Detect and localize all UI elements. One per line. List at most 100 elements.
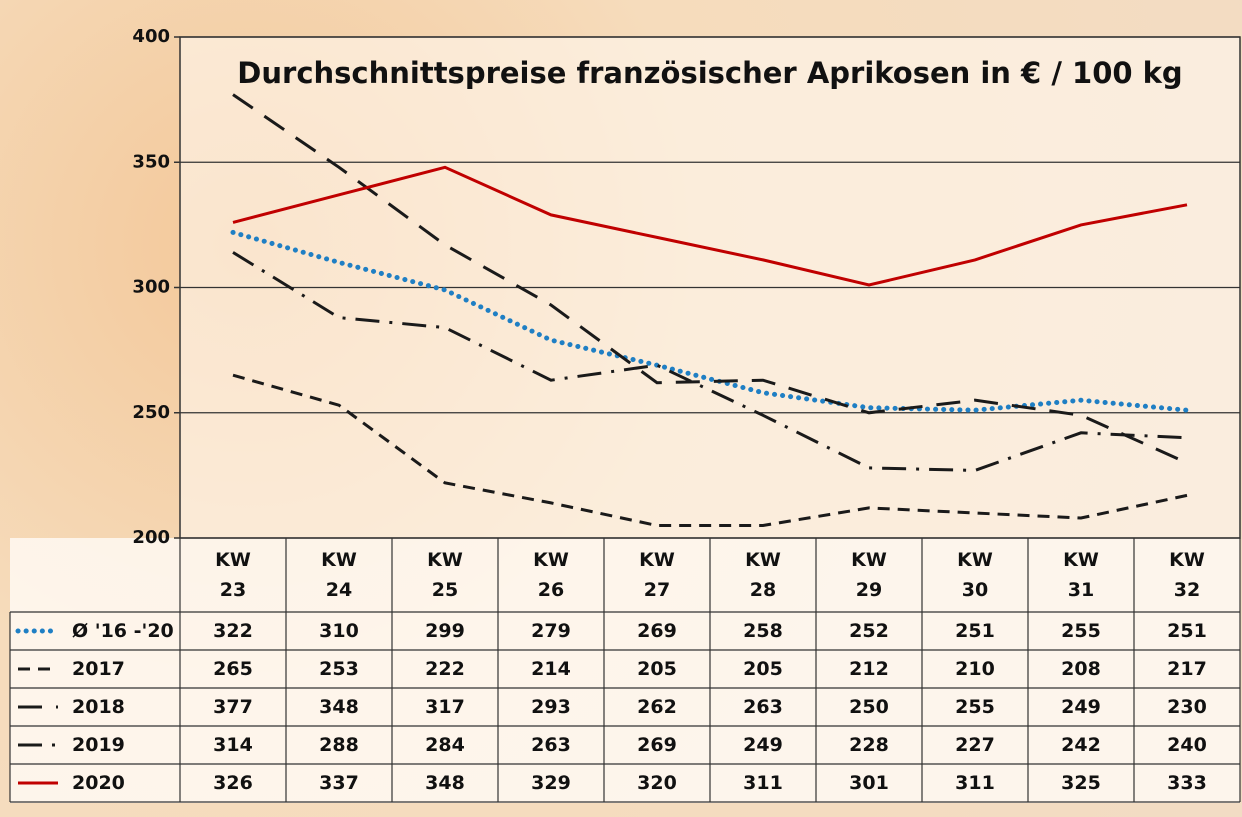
- legend-label-text: 2017: [72, 658, 125, 680]
- table-value: 251: [922, 612, 1028, 650]
- table-value: 228: [816, 726, 922, 764]
- table-value: 217: [1134, 650, 1240, 688]
- table-value: 263: [710, 688, 816, 726]
- table-value: 250: [816, 688, 922, 726]
- legend-label: 2019: [10, 726, 180, 764]
- table-value: 310: [286, 612, 392, 650]
- table-value: 301: [816, 764, 922, 802]
- table-value: 208: [1028, 650, 1134, 688]
- table-value-text: 377: [213, 696, 253, 718]
- table-value: 255: [1028, 612, 1134, 650]
- x-tick-label-text: KW 27: [639, 549, 675, 601]
- table-value: 242: [1028, 726, 1134, 764]
- table-value: 284: [392, 726, 498, 764]
- table-value: 299: [392, 612, 498, 650]
- table-value: 333: [1134, 764, 1240, 802]
- table-value-text: 242: [1061, 734, 1101, 756]
- table-value-text: 250: [849, 696, 889, 718]
- table-value: 348: [286, 688, 392, 726]
- table-value-text: 222: [425, 658, 465, 680]
- table-value: 227: [922, 726, 1028, 764]
- table-value-text: 284: [425, 734, 465, 756]
- y-tick-label: 200: [132, 527, 170, 548]
- table-value-text: 311: [955, 772, 995, 794]
- table-value-text: 230: [1167, 696, 1207, 718]
- table-value-text: 249: [743, 734, 783, 756]
- legend-label-text: 2018: [72, 696, 125, 718]
- table-value-text: 251: [1167, 620, 1207, 642]
- table-value-text: 262: [637, 696, 677, 718]
- table-value-text: 214: [531, 658, 571, 680]
- y-tick-label: 400: [132, 26, 170, 47]
- table-value: 317: [392, 688, 498, 726]
- table-value-text: 320: [637, 772, 677, 794]
- table-value-text: 333: [1167, 772, 1207, 794]
- table-value-text: 322: [213, 620, 253, 642]
- table-value-text: 288: [319, 734, 359, 756]
- x-tick-label: KW 24: [286, 538, 392, 612]
- table-value-text: 255: [1061, 620, 1101, 642]
- table-value: 210: [922, 650, 1028, 688]
- table-value-text: 249: [1061, 696, 1101, 718]
- table-value-text: 317: [425, 696, 465, 718]
- table-value-text: 348: [425, 772, 465, 794]
- table-value: 320: [604, 764, 710, 802]
- table-value: 337: [286, 764, 392, 802]
- table-value-text: 314: [213, 734, 253, 756]
- table-value: 269: [604, 612, 710, 650]
- table-value: 249: [710, 726, 816, 764]
- table-value: 251: [1134, 612, 1240, 650]
- legend-label-text: 2019: [72, 734, 125, 756]
- x-tick-label: KW 32: [1134, 538, 1240, 612]
- table-value: 230: [1134, 688, 1240, 726]
- x-tick-label: KW 23: [180, 538, 286, 612]
- table-value: 255: [922, 688, 1028, 726]
- x-tick-label-text: KW 24: [321, 549, 357, 601]
- table-value-text: 337: [319, 772, 359, 794]
- table-value-text: 253: [319, 658, 359, 680]
- table-value-text: 329: [531, 772, 571, 794]
- series-line: [230, 229, 1190, 413]
- table-value-text: 326: [213, 772, 253, 794]
- table-value-text: 269: [637, 620, 677, 642]
- legend-label-text: Ø '16 -'20: [72, 620, 174, 642]
- table-value: 262: [604, 688, 710, 726]
- x-tick-label: KW 25: [392, 538, 498, 612]
- chart-title: Durchschnittspreise französischer Apriko…: [237, 56, 1182, 90]
- table-value: 348: [392, 764, 498, 802]
- table-value: 311: [710, 764, 816, 802]
- table-value-text: 258: [743, 620, 783, 642]
- x-tick-label: KW 27: [604, 538, 710, 612]
- x-tick-label: KW 28: [710, 538, 816, 612]
- legend-label: 2020: [10, 764, 180, 802]
- table-value: 322: [180, 612, 286, 650]
- table-value: 240: [1134, 726, 1240, 764]
- table-value-text: 311: [743, 772, 783, 794]
- table-value-text: 240: [1167, 734, 1207, 756]
- table-value: 326: [180, 764, 286, 802]
- x-tick-label-text: KW 32: [1169, 549, 1205, 601]
- table-value: 377: [180, 688, 286, 726]
- table-value-text: 227: [955, 734, 995, 756]
- table-value: 263: [498, 726, 604, 764]
- series-line: [232, 165, 1188, 287]
- table-value-text: 269: [637, 734, 677, 756]
- table-value-text: 212: [849, 658, 889, 680]
- table-value: 293: [498, 688, 604, 726]
- y-tick-label: 300: [132, 277, 170, 298]
- table-value: 265: [180, 650, 286, 688]
- table-value-text: 263: [743, 696, 783, 718]
- table-value-text: 210: [955, 658, 995, 680]
- x-tick-label-text: KW 31: [1063, 549, 1099, 601]
- table-value: 279: [498, 612, 604, 650]
- series-line: [232, 251, 1188, 472]
- table-value: 222: [392, 650, 498, 688]
- table-value: 311: [922, 764, 1028, 802]
- x-tick-label-text: KW 26: [533, 549, 569, 601]
- table-value-text: 251: [955, 620, 995, 642]
- table-value: 314: [180, 726, 286, 764]
- table-value-text: 325: [1061, 772, 1101, 794]
- legend-label-text: 2020: [72, 772, 125, 794]
